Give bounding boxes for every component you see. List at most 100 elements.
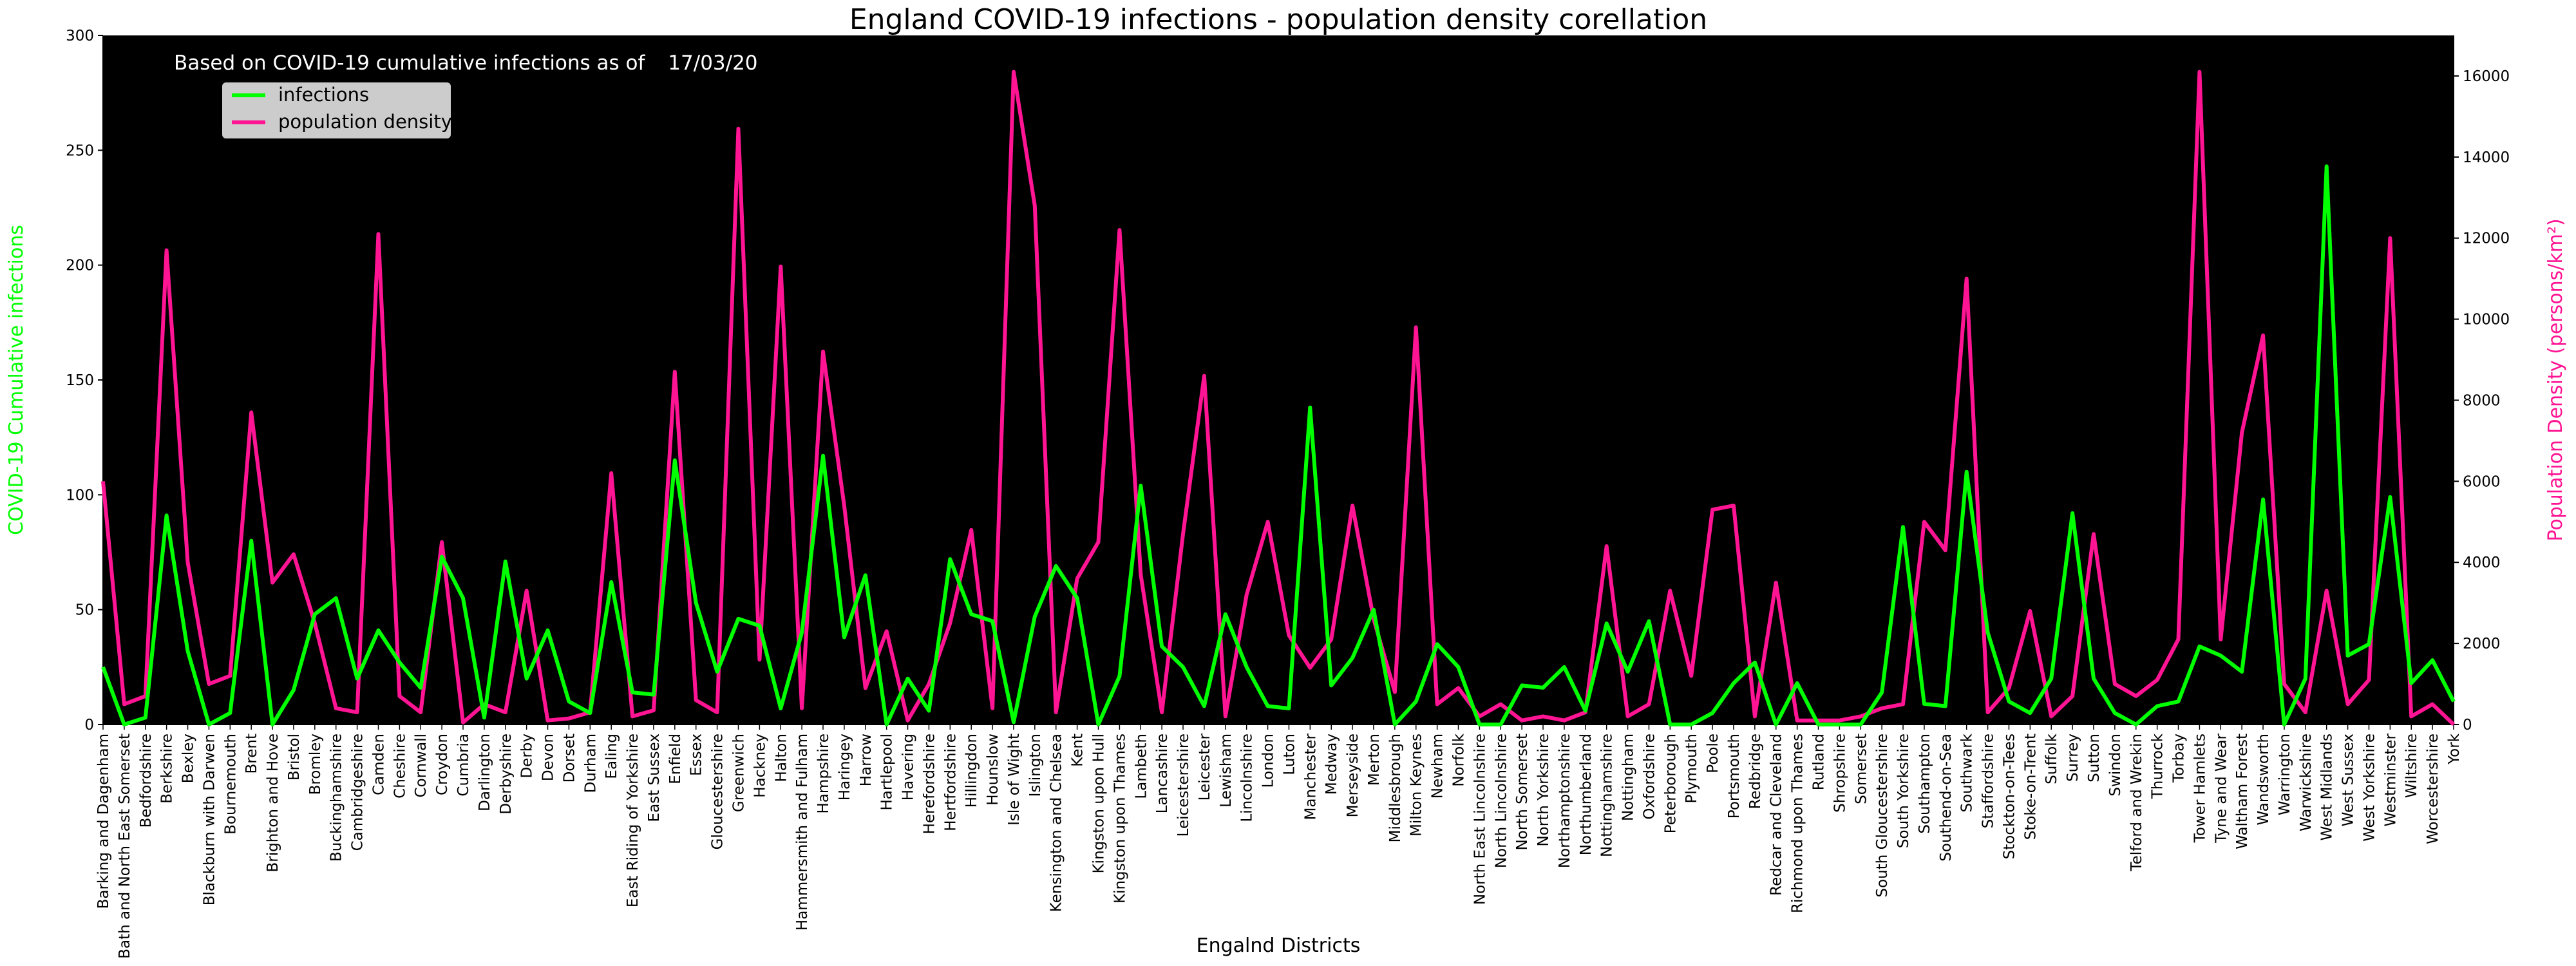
x-axis-tick-label: Kensington and Chelsea [1048, 734, 1065, 912]
x-axis-tick-label: Havering [900, 734, 917, 800]
x-axis-tick-label: Northumberland [1578, 734, 1595, 855]
x-axis-tick-label: Lincolnshire [1239, 734, 1256, 822]
legend-label-infections: infections [278, 84, 369, 106]
x-axis-tick-label: Somerset [1853, 734, 1870, 804]
legend-box [222, 82, 451, 138]
left-axis: 0 50 100 150 200 250 300 [66, 28, 104, 734]
x-axis-tick-label: Medway [1323, 734, 1340, 795]
x-axis-tick-label: Tower Hamlets [2192, 734, 2208, 843]
x-axis: Barking and Dagenham Bath and North East … [95, 724, 2463, 959]
x-axis-tick-label: London [1260, 734, 1277, 788]
series-line-infections [101, 164, 2456, 726]
series-layer [101, 70, 2456, 726]
x-axis-tick-label: Newham [1430, 734, 1446, 799]
right-axis-tick-label: 4000 [2463, 554, 2501, 571]
x-axis-tick-label: Barking and Dagenham [95, 734, 112, 909]
x-axis-tick-label: East Riding of Yorkshire [625, 734, 641, 907]
left-axis-tick-label: 50 [75, 602, 94, 619]
x-axis-tick-label: Merseyside [1345, 734, 1361, 817]
x-axis-tick-label: Kingston upon Thames [1112, 734, 1128, 904]
x-axis-tick-label: Cheshire [392, 734, 408, 799]
x-axis-tick-label: Richmond upon Thames [1790, 734, 1806, 913]
x-axis-tick-label: Bromley [307, 734, 324, 795]
x-axis-tick-label: Hackney [752, 734, 768, 798]
x-axis-tick-label: Norfolk [1451, 733, 1468, 786]
x-axis-tick-label: Plymouth [1683, 734, 1700, 804]
x-axis-tick-label: Redbridge [1747, 734, 1764, 810]
x-axis-tick-label: Hammersmith and Fulham [794, 734, 811, 931]
x-axis-tick-label: Gloucestershire [710, 734, 726, 849]
x-axis-tick-label: South Yorkshire [1895, 734, 1912, 848]
x-axis-tick-label: Southwark [1959, 733, 1976, 812]
x-axis-tick-label: Lewisham [1218, 734, 1235, 808]
x-axis-tick-label: West Midlands [2319, 734, 2336, 840]
x-axis-tick-label: South Gloucestershire [1874, 734, 1891, 897]
svg-text:Based on COVID-19 cumulative i: Based on COVID-19 cumulative infections … [174, 52, 758, 75]
x-axis-tick-label: Harrow [858, 734, 875, 786]
x-axis-tick-label: Hertfordshire [942, 734, 959, 831]
x-axis-tick-label: North Lincolnshire [1493, 734, 1510, 868]
x-axis-tick-label: Oxfordshire [1641, 734, 1658, 820]
x-axis-tick-label: Poole [1705, 734, 1721, 773]
left-axis-tick-label: 200 [66, 258, 94, 274]
legend: infections population density [222, 82, 452, 138]
x-axis-tick-label: Bexley [180, 734, 197, 783]
x-axis-tick-label: North Yorkshire [1535, 734, 1552, 847]
x-axis-tick-label: Cumbria [455, 734, 472, 797]
left-axis-tick-label: 250 [66, 142, 94, 159]
x-axis-tick-label: Southampton [1917, 734, 1933, 834]
x-axis-tick-label: Southend-on-Sea [1938, 734, 1955, 862]
left-axis-tick-label: 0 [84, 717, 94, 734]
left-axis-tick-label: 100 [66, 487, 94, 504]
x-axis-tick-label: Bristol [286, 734, 303, 781]
x-axis-tick-label: Nottinghamshire [1599, 734, 1616, 857]
x-axis-tick-label: Rutland [1811, 734, 1828, 790]
x-axis-tick-label: Surrey [2065, 734, 2081, 782]
x-axis-tick-label: Brent [243, 734, 260, 773]
x-axis-tick-label: Hounslow [985, 734, 1001, 806]
x-axis-tick-label: Cambridgeshire [350, 734, 366, 851]
x-axis-tick-label: West Sussex [2340, 734, 2357, 826]
x-axis-tick-label: Haringey [837, 734, 853, 800]
x-axis-tick-label: Milton Keynes [1408, 734, 1425, 837]
x-axis-tick-label: Telford and Wrekin [2128, 734, 2145, 872]
x-axis-tick-label: North East Lincolnshire [1472, 734, 1488, 905]
right-axis-tick-label: 6000 [2463, 473, 2501, 490]
x-axis-tick-label: Warrington [2277, 734, 2293, 815]
series-line-population-density [101, 70, 2456, 726]
x-axis-tick-label: Devon [540, 734, 557, 781]
right-axis-tick-label: 10000 [2463, 312, 2510, 328]
x-axis-tick-label: Cornwall [413, 734, 430, 797]
x-axis-tick-label: Kingston upon Hull [1090, 734, 1107, 873]
x-axis-tick-label: Durham [582, 734, 599, 793]
x-axis-tick-label: Herefordshire [921, 734, 938, 834]
x-axis-tick-label: Tyne and Wear [2213, 733, 2230, 843]
x-axis-tick-label: Bournemouth [222, 734, 239, 835]
x-axis-tick-label: Westminster [2382, 733, 2399, 826]
x-axis-tick-label: Croydon [434, 734, 451, 795]
x-axis-tick-label: Northamptonshire [1557, 734, 1573, 868]
x-axis-tick-label: Camden [370, 734, 387, 795]
x-axis-tick-label: Brighton and Hove [265, 734, 281, 873]
x-axis-tick-label: Isle of Wight [1006, 734, 1023, 826]
y-axis-right-label: Population Density (persons/km²) [2544, 218, 2567, 541]
x-axis-tick-label: Nottingham [1620, 734, 1637, 821]
right-axis-tick-label: 12000 [2463, 231, 2510, 247]
right-axis-tick-label: 0 [2463, 717, 2472, 734]
x-axis-tick-label: Buckinghamshire [328, 734, 345, 862]
x-axis-tick-label: Peterborough [1662, 734, 1679, 833]
x-axis-tick-label: Sutton [2086, 734, 2103, 782]
x-axis-tick-label: Manchester [1302, 733, 1319, 820]
x-axis-label: Engalnd Districts [1197, 934, 1361, 957]
right-axis-tick-label: 2000 [2463, 636, 2501, 652]
x-axis-tick-label: Ealing [603, 734, 620, 779]
x-axis-tick-label: Warwickshire [2298, 734, 2315, 831]
x-axis-tick-label: Berkshire [159, 734, 176, 804]
x-axis-tick-label: Blackburn with Darwen [201, 734, 218, 905]
x-axis-tick-label: Bedfordshire [138, 734, 155, 828]
chart-title: England COVID-19 infections - population… [849, 3, 1707, 36]
x-axis-tick-label: Bath and North East Somerset [117, 734, 133, 959]
right-axis-tick-label: 16000 [2463, 68, 2510, 85]
x-axis-tick-label: Hampshire [815, 734, 832, 813]
